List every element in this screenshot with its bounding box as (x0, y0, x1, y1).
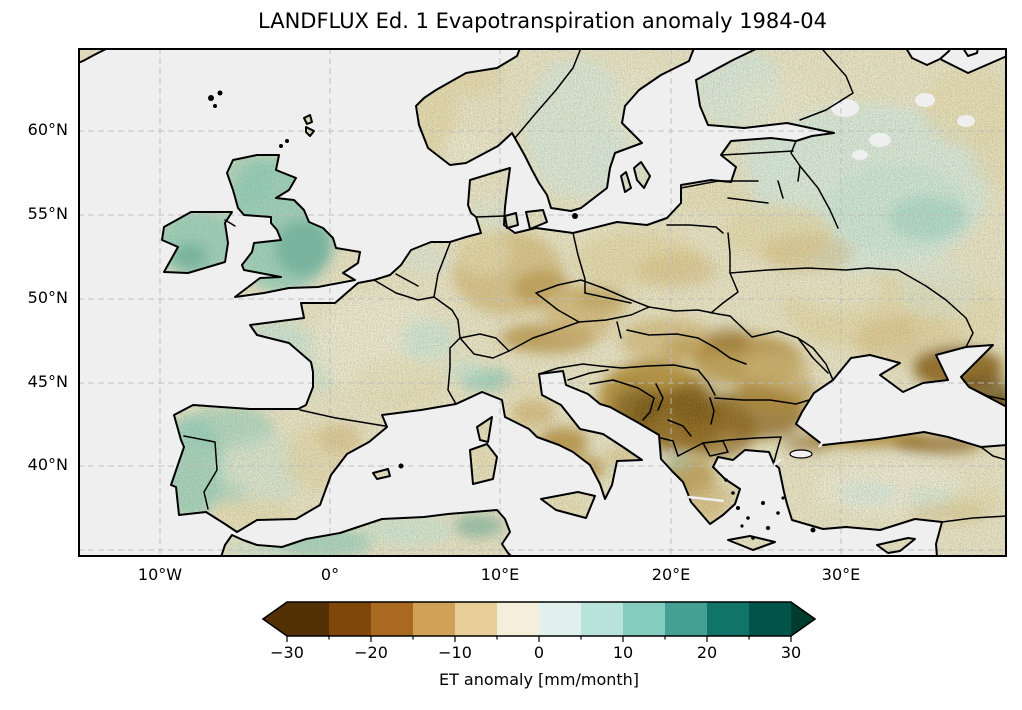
map-figure (78, 48, 1007, 557)
colorbar-over-arrow (791, 602, 815, 636)
colorbar-segment (581, 602, 623, 636)
cb-tick-10: 10 (612, 643, 634, 662)
small-islands (208, 90, 816, 540)
y-tick-label-55n: 55°N (27, 204, 68, 223)
x-tick-label-30e: 30°E (821, 565, 861, 584)
colorbar-segment (497, 602, 539, 636)
y-tick-label-60n: 60°N (27, 120, 68, 139)
colorbar-under-arrow (263, 602, 287, 636)
straits-layer (687, 438, 826, 503)
colorbar-segment (329, 602, 371, 636)
colorbar-segment (749, 602, 791, 636)
colorbar-segment (455, 602, 497, 636)
colorbar (260, 600, 820, 644)
colorbar-segment (539, 602, 581, 636)
x-tick-label-20e: 20°E (651, 565, 691, 584)
colorbar-segment (707, 602, 749, 636)
country-borders-layer (183, 48, 1007, 523)
cb-tick-m10: −10 (438, 643, 472, 662)
cb-tick-m20: −20 (354, 643, 388, 662)
cb-tick-m30: −30 (270, 643, 304, 662)
lakes-layer (831, 93, 975, 160)
y-tick-label-50n: 50°N (27, 288, 68, 307)
figure-title: LANDFLUX Ed. 1 Evapotranspiration anomal… (258, 9, 827, 33)
colorbar-segment (665, 602, 707, 636)
cb-tick-0: 0 (533, 643, 545, 662)
colorbar-segment (623, 602, 665, 636)
cb-tick-30: 30 (780, 643, 802, 662)
colorbar-segment (371, 602, 413, 636)
colorbar-label: ET anomaly [mm/month] (438, 670, 640, 689)
x-tick-label-10w: 10°W (137, 565, 183, 584)
colorbar-segment (413, 602, 455, 636)
cb-tick-20: 20 (696, 643, 718, 662)
x-tick-label-10e: 10°E (480, 565, 520, 584)
colorbar-svg (261, 601, 817, 642)
y-tick-label-45n: 45°N (27, 372, 68, 391)
axes-frame (78, 48, 1007, 557)
map-panel (78, 48, 1007, 557)
sea-of-marmara (789, 449, 813, 459)
colorbar-segment (287, 602, 329, 636)
y-tick-label-40n: 40°N (27, 455, 68, 474)
colorbar-outline (261, 601, 817, 637)
x-tick-label-0: 0° (320, 565, 340, 584)
